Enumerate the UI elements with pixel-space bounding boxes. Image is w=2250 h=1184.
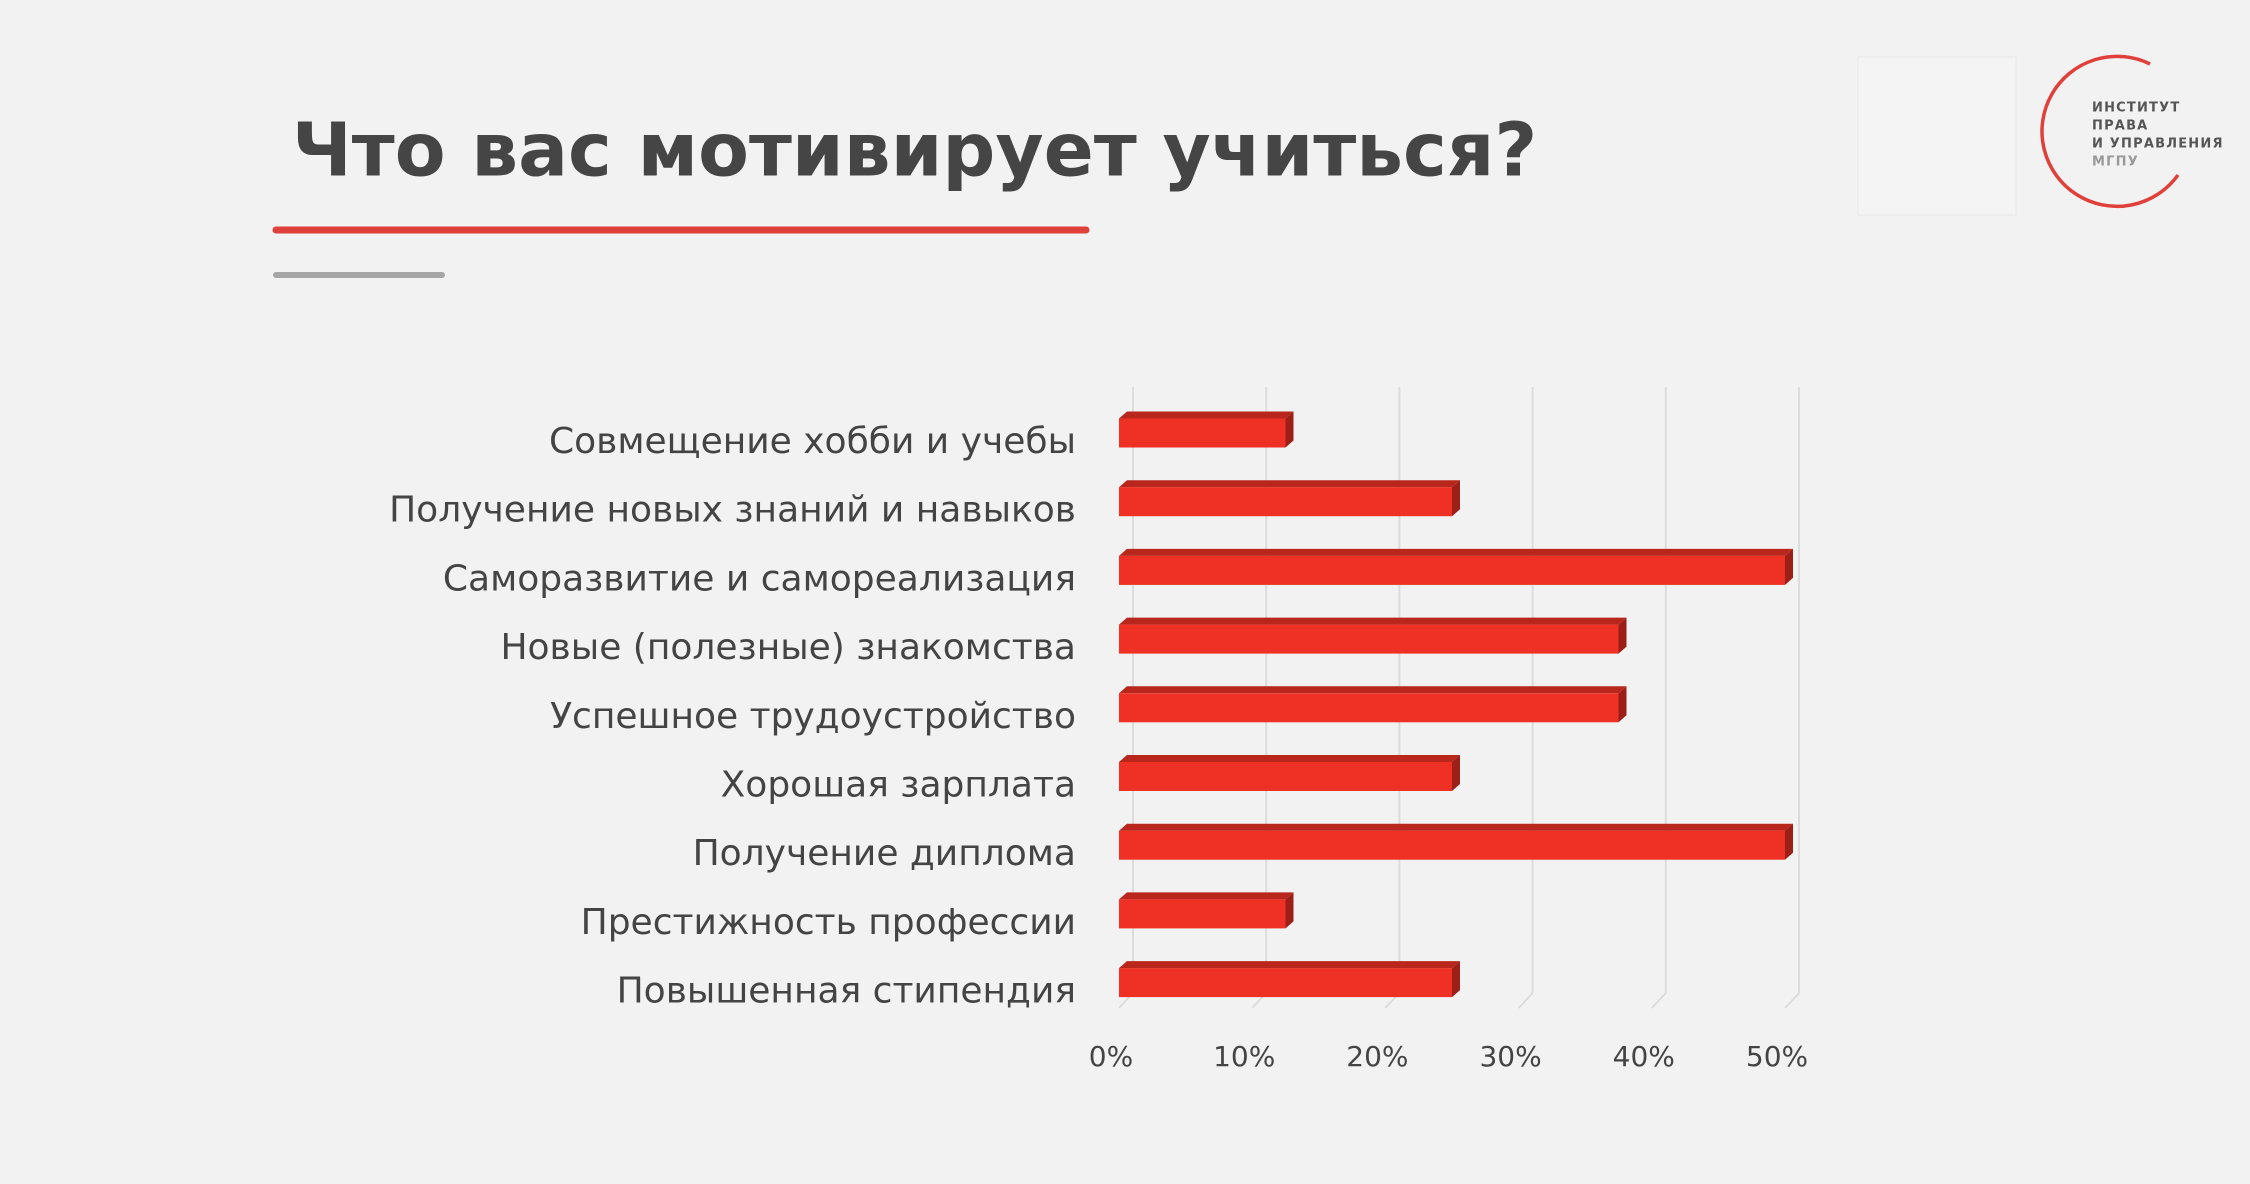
bar <box>1119 899 1286 929</box>
bar-top <box>1119 755 1460 762</box>
x-tick-label: 10% <box>1213 1040 1275 1073</box>
grid-foot <box>1651 992 1667 1009</box>
chart: 0% 10% 20% 30% 40% 50% Совмещение хобби и учеб… <box>389 387 1808 1073</box>
x-tick-label: 50% <box>1746 1040 1808 1073</box>
bar-top <box>1119 411 1294 419</box>
bar <box>1119 693 1619 723</box>
bar-side <box>1285 892 1294 929</box>
logo-line: МГПУ <box>2092 155 2139 170</box>
bar <box>1119 418 1286 448</box>
logo-line: И УПРАВЛЕНИЯ <box>2092 137 2224 152</box>
x-tick-label: 30% <box>1479 1040 1541 1073</box>
y-tick-label: Повышенная стипендия <box>617 971 1076 1012</box>
y-tick-label: Успешное трудоустройство <box>550 696 1076 737</box>
bar-top <box>1119 892 1294 900</box>
bar-side <box>1785 823 1793 860</box>
grid-foot <box>1517 992 1534 1009</box>
bar <box>1119 830 1785 860</box>
y-tick-label: Престижность профессии <box>581 902 1076 943</box>
bar-top <box>1119 686 1627 694</box>
bar <box>1119 968 1452 998</box>
bar-top <box>1119 823 1793 831</box>
logo-line: ИНСТИТУТ <box>2092 101 2180 116</box>
y-tick-label: Получение диплома <box>693 833 1076 874</box>
bar-side <box>1452 480 1460 517</box>
bar-side <box>1452 961 1460 998</box>
bar-side <box>1285 411 1294 448</box>
logo-box <box>1857 56 2017 216</box>
bar-side <box>1618 686 1627 723</box>
title: Что вас мотивирует учиться? <box>292 108 1537 194</box>
logo-line: ПРАВА <box>2092 119 2148 134</box>
bar-top <box>1119 961 1460 969</box>
y-tick-label: Новые (полезные) знакомства <box>500 627 1076 668</box>
bar <box>1119 624 1619 654</box>
bar-side <box>1785 548 1793 585</box>
x-tick-label: 0% <box>1089 1040 1133 1073</box>
y-tick-label: Совмещение хобби и учебы <box>549 421 1076 462</box>
logo-text: ИНСТИТУТ ПРАВА И УПРАВЛЕНИЯ МГПУ <box>2092 101 2224 170</box>
y-tick-label: Саморазвитие и самореализация <box>443 558 1076 599</box>
bar <box>1119 487 1452 517</box>
bar-side <box>1452 755 1460 791</box>
logo-ring <box>2040 54 2180 209</box>
y-tick-label: Хорошая зарплата <box>721 765 1076 806</box>
bar-top <box>1119 480 1460 488</box>
x-tick-label: 40% <box>1613 1040 1675 1073</box>
bar <box>1119 762 1452 791</box>
bar-top <box>1119 617 1627 625</box>
y-tick-label: Получение новых знаний и навыков <box>389 490 1076 531</box>
x-tick-label: 20% <box>1346 1040 1408 1073</box>
bar-side <box>1618 617 1627 654</box>
bar <box>1119 555 1785 585</box>
grid-foot <box>1784 992 1800 1009</box>
bar-top <box>1119 548 1793 556</box>
